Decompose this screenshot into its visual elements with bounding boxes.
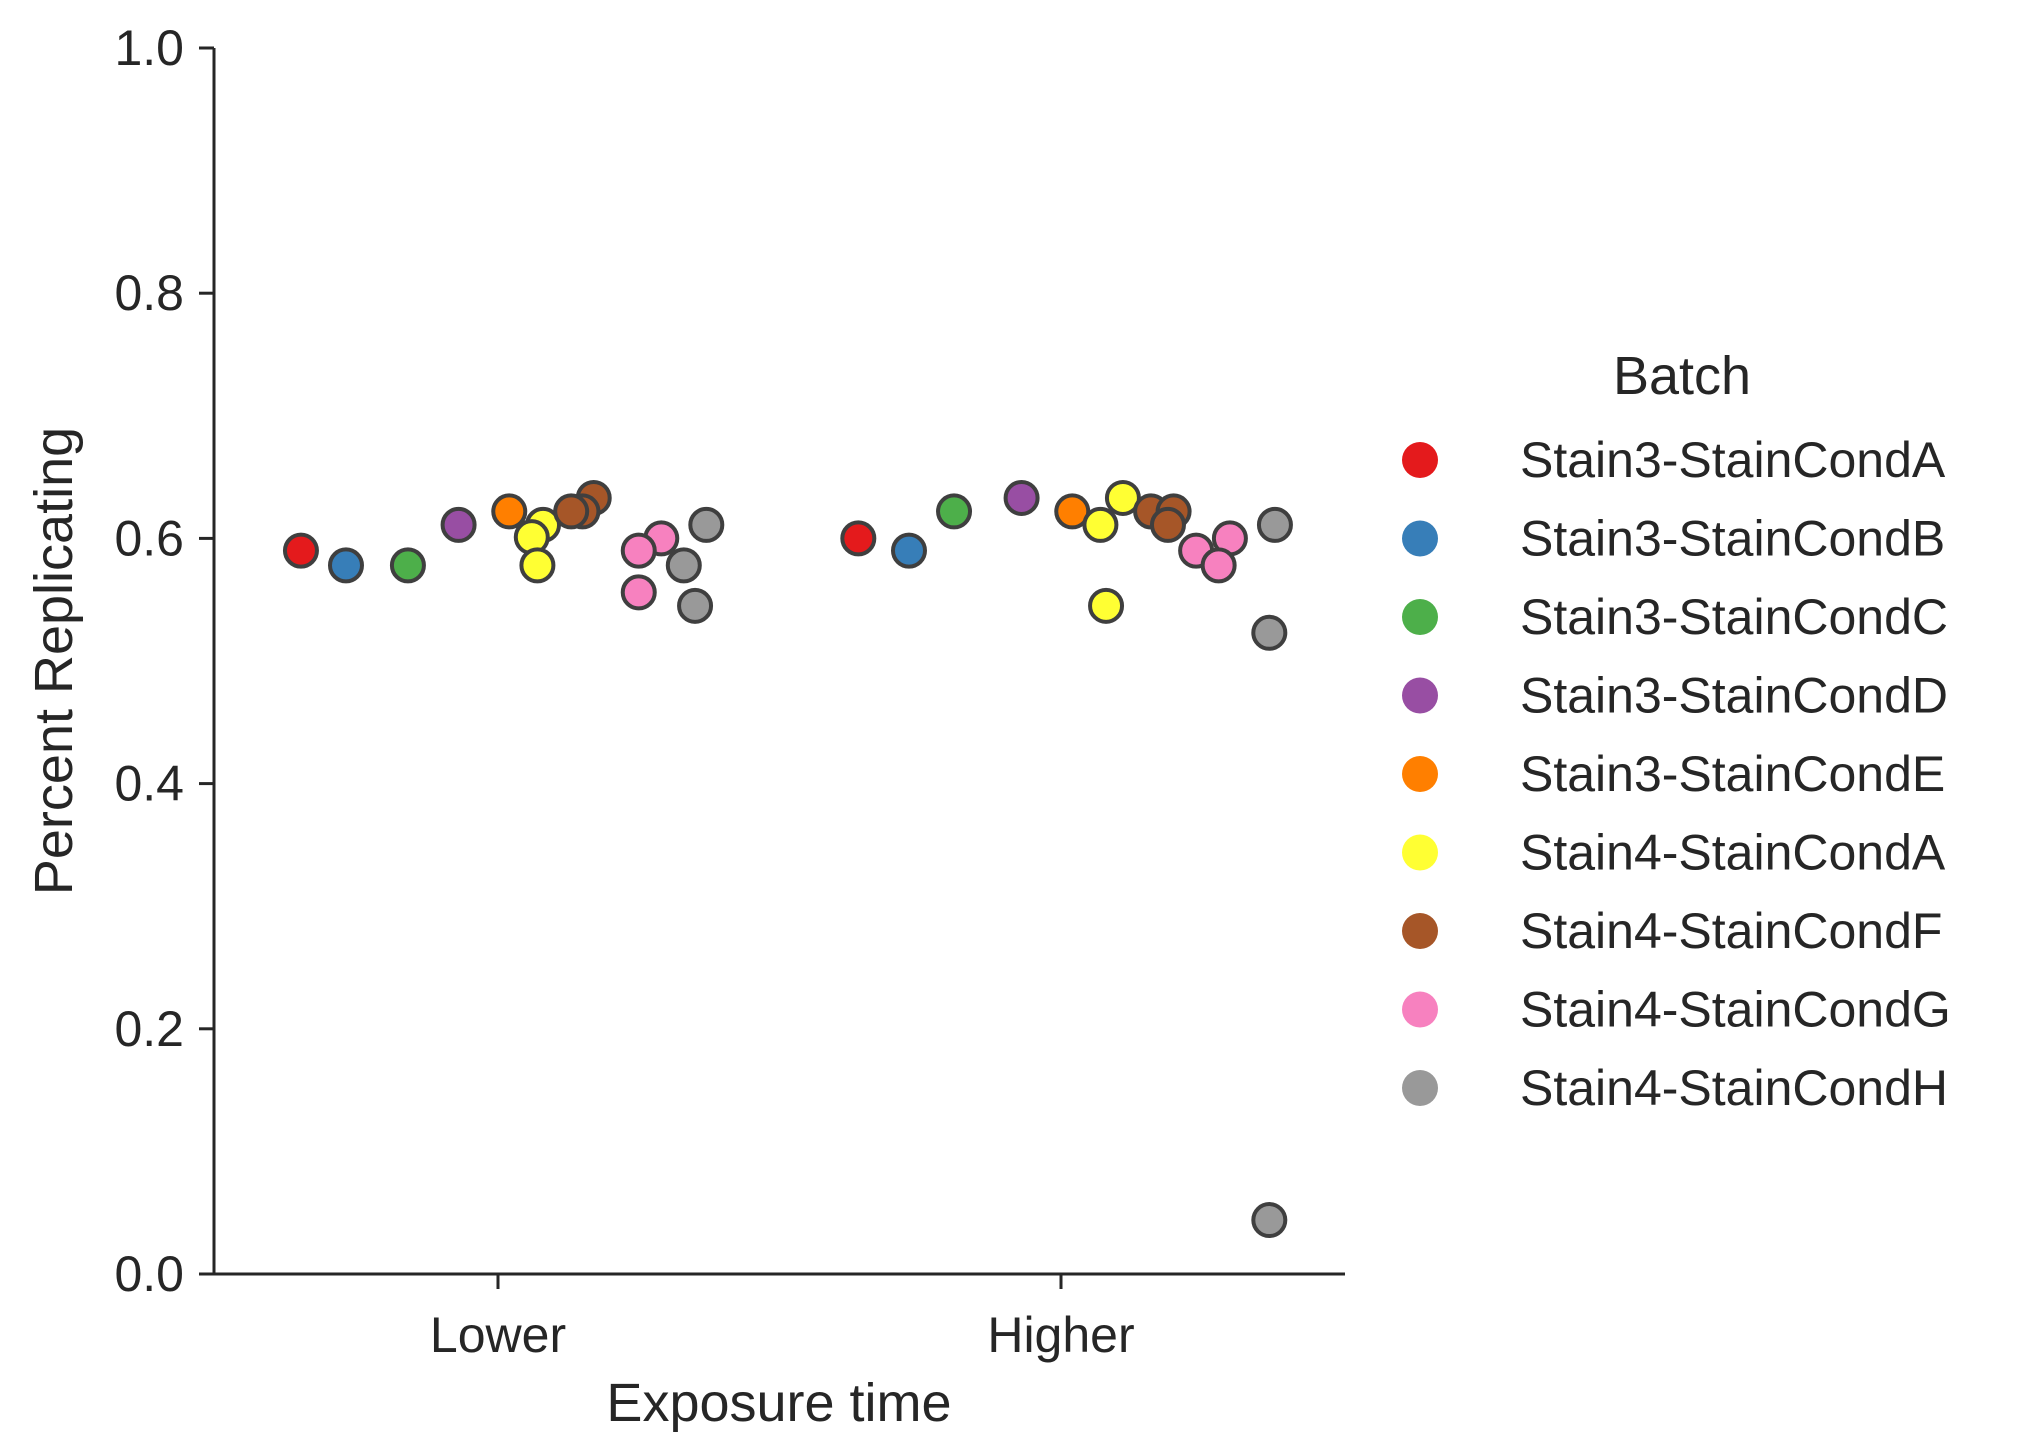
- data-point: [1200, 547, 1237, 584]
- data-point: [1088, 587, 1125, 624]
- y-tick-label: 0.4: [114, 756, 184, 812]
- x-tick-label: Lower: [430, 1307, 566, 1363]
- legend-label: Stain4-StainCondG: [1520, 982, 1951, 1038]
- y-tick-label: 1.0: [114, 20, 184, 76]
- data-point: [620, 532, 657, 569]
- legend: Batch Stain3-StainCondA Stain3-StainCondB…: [1402, 346, 1951, 1116]
- data-point: [440, 506, 477, 543]
- axes: [212, 48, 1345, 1276]
- x-axis-label: Exposure time: [606, 1373, 951, 1433]
- data-point: [491, 493, 528, 530]
- data-points: [282, 479, 1293, 1239]
- data-point: [282, 532, 319, 569]
- data-point: [620, 574, 657, 611]
- y-tick-label: 0.8: [114, 265, 184, 321]
- legend-label: Stain4-StainCondA: [1520, 825, 1946, 881]
- legend-marker: [1402, 520, 1438, 557]
- data-point: [519, 547, 556, 584]
- legend-marker: [1402, 913, 1438, 949]
- data-point: [389, 547, 426, 584]
- data-point: [688, 506, 725, 543]
- legend-label: Stain3-StainCondD: [1520, 668, 1948, 724]
- legend-label: Stain4-StainCondF: [1520, 903, 1942, 959]
- legend-marker: [1402, 677, 1438, 714]
- legend-label: Stain3-StainCondE: [1520, 746, 1945, 802]
- legend-marker: [1402, 442, 1438, 478]
- data-point: [1251, 1202, 1288, 1239]
- legend-label: Stain3-StainCondA: [1520, 432, 1946, 488]
- data-point: [665, 547, 702, 584]
- legend-label: Stain3-StainCondC: [1520, 589, 1948, 645]
- data-point: [677, 587, 714, 624]
- legend-items: Stain3-StainCondA Stain3-StainCondB Stain3…: [1402, 432, 1951, 1116]
- y-tick-label: 0.6: [114, 510, 184, 566]
- legend-marker: [1402, 599, 1438, 635]
- data-point: [1082, 506, 1119, 543]
- data-point: [840, 520, 877, 557]
- y-tick-label: 0.0: [114, 1246, 184, 1302]
- legend-marker: [1402, 1070, 1438, 1106]
- x-tick-label: Higher: [987, 1307, 1134, 1363]
- y-tick-label: 0.2: [114, 1001, 184, 1057]
- legend-label: Stain3-StainCondB: [1520, 511, 1945, 567]
- data-point: [1149, 506, 1186, 543]
- data-point: [1104, 479, 1141, 516]
- legend-marker: [1402, 834, 1438, 871]
- data-point: [1003, 479, 1040, 516]
- y-axis-label: Percent Replicating: [24, 427, 84, 895]
- legend-label: Stain4-StainCondH: [1520, 1060, 1948, 1116]
- legend-marker: [1402, 991, 1438, 1028]
- data-point: [1251, 614, 1288, 651]
- x-ticks: Lower Higher: [430, 1274, 1135, 1363]
- data-point: [1054, 493, 1091, 530]
- y-ticks: 0.0 0.2 0.4 0.6 0.8 1.0: [114, 20, 214, 1302]
- data-point: [890, 532, 927, 569]
- legend-marker: [1402, 756, 1438, 792]
- data-point: [553, 493, 590, 530]
- data-point: [327, 547, 364, 584]
- data-point: [1256, 506, 1293, 543]
- legend-title: Batch: [1613, 346, 1751, 406]
- data-point: [936, 493, 973, 530]
